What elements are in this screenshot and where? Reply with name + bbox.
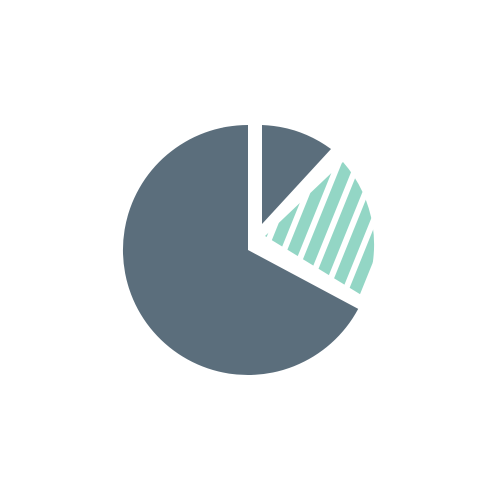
small-slice [262, 125, 331, 224]
highlight-slice [265, 162, 375, 296]
main-slice [122, 124, 359, 375]
